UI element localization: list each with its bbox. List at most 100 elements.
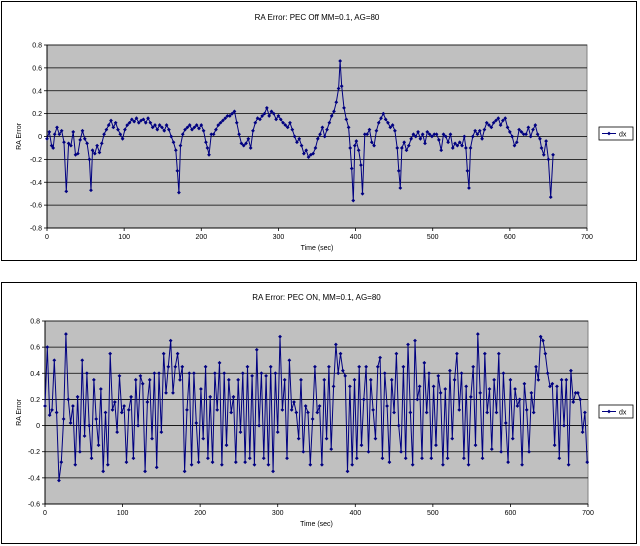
- data-point: [141, 117, 146, 122]
- data-point: [282, 377, 287, 382]
- data-point: [99, 141, 104, 146]
- data-point: [266, 462, 271, 467]
- x-tick-label: 400: [349, 510, 361, 517]
- legend-marker: [607, 131, 611, 136]
- data-point: [441, 462, 445, 467]
- data-point: [204, 140, 208, 145]
- data-point: [71, 404, 75, 408]
- data-point: [533, 123, 538, 127]
- data-point: [369, 140, 374, 145]
- data-point: [80, 358, 85, 363]
- data-point: [281, 120, 285, 125]
- data-point: [274, 117, 279, 122]
- data-point: [269, 109, 274, 114]
- data-point: [359, 163, 363, 167]
- data-point: [51, 146, 56, 150]
- data-point: [394, 351, 399, 356]
- data-point: [475, 332, 480, 336]
- data-point: [339, 84, 344, 89]
- data-point: [327, 120, 332, 125]
- data-point: [285, 456, 289, 461]
- data-point: [318, 132, 322, 137]
- data-point: [543, 351, 548, 356]
- data-point: [187, 123, 192, 127]
- data-point: [252, 462, 257, 467]
- data-point: [280, 407, 285, 412]
- data-point: [360, 191, 365, 196]
- data-point: [496, 351, 501, 356]
- data-point: [194, 421, 199, 425]
- data-point: [260, 114, 265, 118]
- data-point: [367, 127, 372, 132]
- data-point: [154, 465, 159, 470]
- data-point: [278, 117, 283, 122]
- data-point: [301, 151, 306, 156]
- data-point: [231, 394, 236, 399]
- x-tick-label: 100: [117, 510, 129, 517]
- data-point: [59, 128, 64, 133]
- x-tick-label: 700: [581, 234, 593, 241]
- data-point: [338, 351, 343, 356]
- data-point: [106, 123, 111, 127]
- data-point: [344, 117, 349, 122]
- data-point: [352, 377, 357, 382]
- data-point: [232, 109, 237, 114]
- data-point: [225, 114, 230, 118]
- y-tick-label: -0.4: [30, 180, 42, 187]
- data-point: [343, 374, 348, 378]
- data-point: [468, 394, 473, 399]
- data-point: [356, 148, 361, 153]
- data-point: [253, 120, 258, 125]
- data-point: [443, 387, 448, 391]
- data-point: [571, 400, 576, 404]
- data-point: [214, 127, 218, 132]
- data-point: [496, 116, 501, 121]
- data-point: [75, 151, 80, 156]
- x-tick-label: 100: [118, 234, 130, 241]
- data-point: [159, 430, 164, 435]
- data-point: [217, 360, 222, 365]
- data-point: [545, 371, 550, 376]
- data-point: [434, 132, 439, 137]
- data-point: [123, 127, 127, 132]
- data-point: [122, 404, 127, 408]
- data-point: [75, 394, 80, 399]
- data-point: [262, 111, 267, 116]
- data-point: [368, 377, 373, 382]
- data-point: [248, 146, 253, 150]
- y-tick-label: 0: [36, 423, 40, 430]
- data-point: [182, 469, 187, 474]
- x-tick-label: 300: [272, 510, 284, 517]
- data-point: [463, 146, 468, 150]
- data-point: [161, 351, 166, 356]
- data-point: [271, 469, 275, 474]
- legend-label: dx: [619, 410, 627, 417]
- data-point: [342, 106, 346, 110]
- data-point: [517, 127, 522, 132]
- data-point: [467, 186, 471, 190]
- data-point: [487, 387, 492, 391]
- data-point: [289, 407, 294, 412]
- data-point: [528, 134, 533, 139]
- data-point: [133, 377, 138, 382]
- data-point: [354, 139, 359, 143]
- data-point: [494, 118, 498, 123]
- y-tick-label: 0.8: [30, 319, 40, 326]
- data-point: [477, 128, 482, 133]
- x-axis-title: Time (sec): [301, 245, 334, 252]
- data-point: [87, 157, 92, 162]
- data-point: [464, 384, 469, 389]
- data-point: [219, 462, 224, 467]
- data-point: [194, 123, 199, 127]
- data-point: [508, 377, 513, 382]
- data-point: [201, 436, 206, 441]
- data-point: [129, 117, 134, 122]
- data-point: [243, 460, 248, 465]
- data-point: [234, 120, 239, 125]
- data-point: [443, 134, 448, 139]
- data-point: [162, 128, 167, 133]
- data-point: [116, 127, 120, 132]
- data-point: [524, 407, 529, 412]
- data-point: [230, 111, 235, 116]
- legend: dx: [598, 126, 634, 141]
